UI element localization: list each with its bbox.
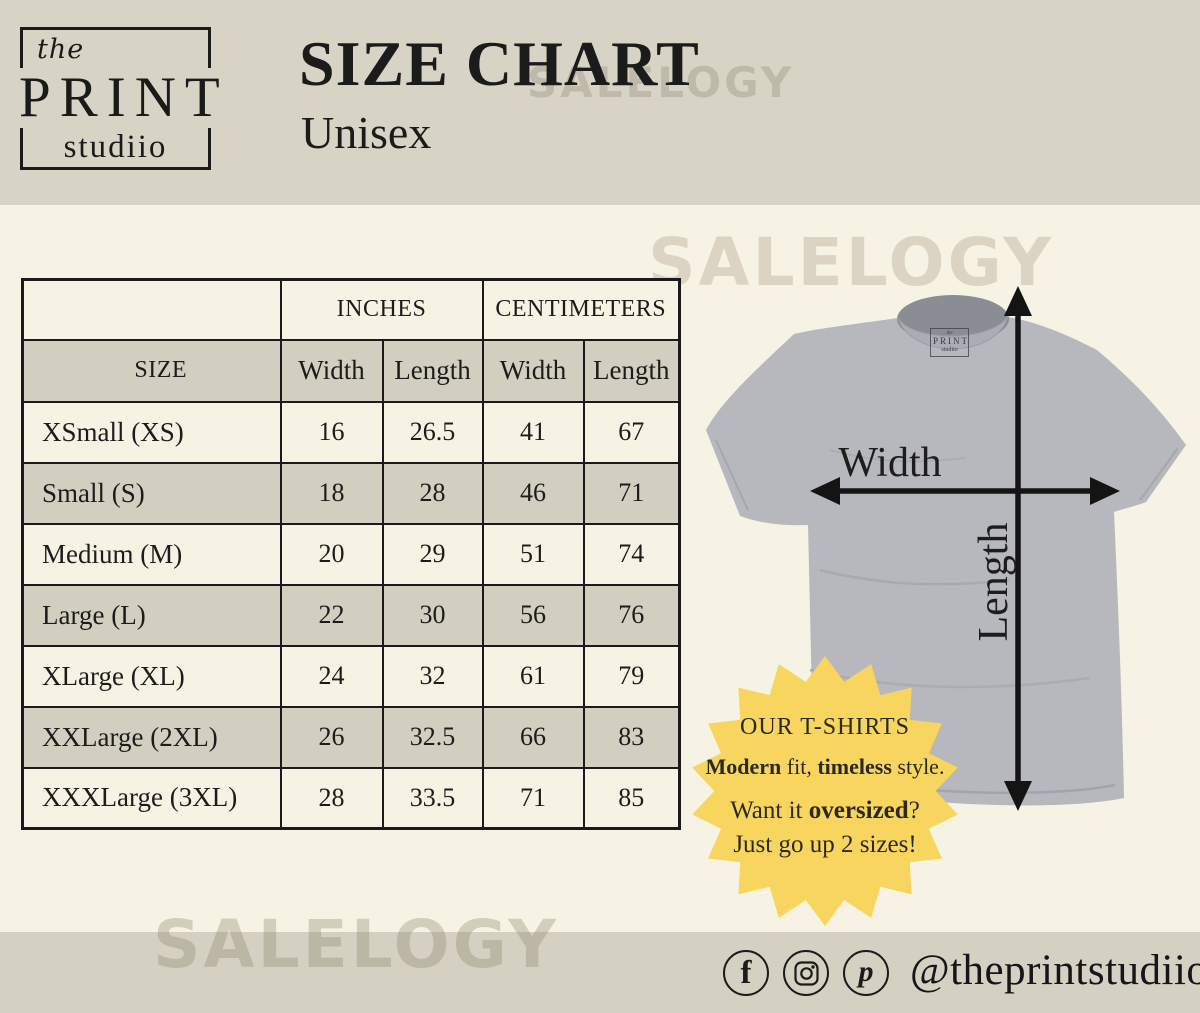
size-cell: Small (S) <box>21 461 282 525</box>
length-cm-cell: 74 <box>582 522 681 586</box>
watermark-main: SALELOGY <box>648 224 1055 301</box>
width-in-cell: 22 <box>279 583 384 647</box>
logo-the: the <box>37 34 85 65</box>
page-title: SIZE CHART <box>299 28 700 99</box>
length-label: Length <box>971 522 1017 642</box>
header-band: the PRINT studiio SALELOGY SIZE CHART Un… <box>0 0 1200 205</box>
width-cm-cell: 61 <box>481 644 585 708</box>
length-in-cell: 28 <box>381 461 484 525</box>
length-arrowhead-bottom <box>1004 781 1032 811</box>
table-row: XXXLarge (3XL) 28 33.5 71 85 <box>21 766 681 830</box>
badge-text: oversized <box>808 797 909 824</box>
table-row: Medium (M) 20 29 51 74 <box>21 522 681 586</box>
badge-text: fit, <box>781 754 818 779</box>
pinterest-icon: p <box>843 950 889 996</box>
table-column-header-row: SIZE Width Length Width Length <box>21 338 681 403</box>
width-cm-cell: 66 <box>481 705 585 769</box>
neck-label-the: the <box>946 331 953 336</box>
length-in-cell: 32.5 <box>381 705 484 769</box>
table-row: XSmall (XS) 16 26.5 41 67 <box>21 400 681 464</box>
length-cm-cell: 67 <box>582 400 681 464</box>
length-in-cell: 32 <box>381 644 484 708</box>
instagram-icon <box>783 950 829 996</box>
width-cm-cell: 56 <box>481 583 585 647</box>
size-cell: XSmall (XS) <box>21 400 282 464</box>
length-cm-cell: 83 <box>582 705 681 769</box>
width-arrowhead-left <box>810 477 840 505</box>
width-in-column-header: Width <box>279 338 384 403</box>
logo-print: PRINT <box>10 68 226 128</box>
width-cm-cell: 71 <box>481 766 585 830</box>
size-cell: Large (L) <box>21 583 282 647</box>
facebook-icon: f <box>723 950 769 996</box>
length-in-cell: 26.5 <box>381 400 484 464</box>
size-cell: XLarge (XL) <box>21 644 282 708</box>
social-icons: f p <box>723 950 889 996</box>
badge-line-fit: Modern fit, timeless style. <box>706 752 945 782</box>
length-cm-cell: 71 <box>582 461 681 525</box>
size-column-header: SIZE <box>21 338 282 403</box>
logo-studiio: studiio <box>63 129 168 165</box>
table-row: XLarge (XL) 24 32 61 79 <box>21 644 681 708</box>
width-in-cell: 26 <box>279 705 384 769</box>
table-row: Large (L) 22 30 56 76 <box>21 583 681 647</box>
badge-text: style. <box>891 754 945 779</box>
neck-label-print: PRINT <box>933 336 970 346</box>
watermark-header: SALELOGY <box>527 58 795 107</box>
badge-text: ? <box>908 797 920 824</box>
page-subtitle: Unisex <box>301 107 432 158</box>
width-in-cell: 28 <box>279 766 384 830</box>
table-group-header-row: INCHES CENTIMETERS <box>21 278 681 341</box>
length-in-column-header: Length <box>381 338 484 403</box>
badge-text: Modern <box>705 754 782 779</box>
width-arrowhead-right <box>1090 477 1120 505</box>
footer-band <box>0 932 1200 1013</box>
size-cell: Medium (M) <box>21 522 282 586</box>
size-cell: XXXLarge (3XL) <box>21 766 282 830</box>
width-cm-cell: 51 <box>481 522 585 586</box>
brand-logo: the PRINT studiio <box>10 27 226 170</box>
corner-cell <box>21 278 282 341</box>
badge-text: timeless <box>817 754 892 779</box>
width-cm-cell: 46 <box>481 461 585 525</box>
watermark-footer: SALELOGY <box>153 906 560 983</box>
width-cm-column-header: Width <box>481 338 585 403</box>
social-handle: @theprintstudiio <box>910 947 1200 994</box>
badge-line-oversized: Want it oversized? <box>730 795 920 827</box>
centimeters-group-header: CENTIMETERS <box>481 278 681 341</box>
table-row: XXLarge (2XL) 26 32.5 66 83 <box>21 705 681 769</box>
badge-line-sizes: Just go up 2 sizes! <box>733 831 917 858</box>
table-row: Small (S) 18 28 46 71 <box>21 461 681 525</box>
size-cell: XXLarge (2XL) <box>21 705 282 769</box>
width-in-cell: 20 <box>279 522 384 586</box>
inches-group-header: INCHES <box>279 278 484 341</box>
badge-text: Want it <box>730 797 809 824</box>
length-in-cell: 29 <box>381 522 484 586</box>
width-cm-cell: 41 <box>481 400 585 464</box>
neck-label-studiio: studiio <box>941 347 958 353</box>
length-cm-cell: 85 <box>582 766 681 830</box>
length-cm-cell: 79 <box>582 644 681 708</box>
length-in-cell: 30 <box>381 583 484 647</box>
tshirt-neck-label: the PRINT studiio <box>930 328 969 357</box>
width-in-cell: 24 <box>279 644 384 708</box>
size-table: INCHES CENTIMETERS SIZE Width Length Wid… <box>21 278 681 830</box>
badge-title: OUR T-SHIRTS <box>740 714 910 740</box>
neck-hole <box>897 295 1009 343</box>
width-in-cell: 16 <box>279 400 384 464</box>
width-label: Width <box>838 440 942 486</box>
length-arrowhead-top <box>1004 286 1032 316</box>
length-cm-column-header: Length <box>582 338 681 403</box>
width-in-cell: 18 <box>279 461 384 525</box>
length-in-cell: 33.5 <box>381 766 484 830</box>
length-cm-cell: 76 <box>582 583 681 647</box>
